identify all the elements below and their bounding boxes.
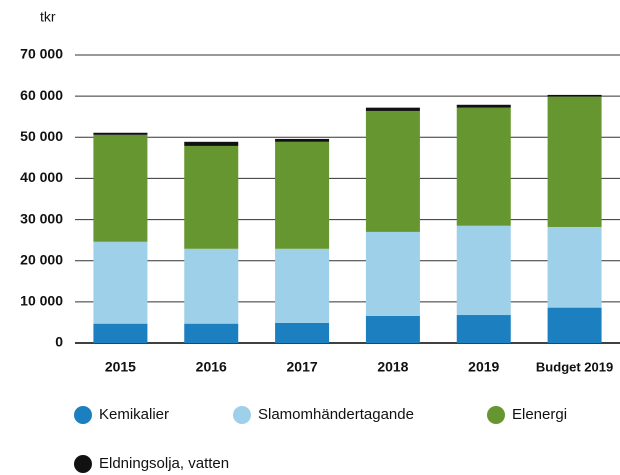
bar-segment	[365, 107, 420, 111]
bar-segment	[456, 315, 511, 343]
y-tick-label: 40 000	[20, 169, 63, 185]
bar-segment	[184, 323, 239, 343]
legend-label: Kemikalier	[99, 406, 169, 423]
bar-segment	[93, 132, 148, 135]
legend-label: Elenergi	[512, 406, 567, 423]
x-tick-label: 2015	[105, 359, 136, 375]
x-tick-label: 2017	[287, 359, 318, 375]
y-axis-label: tkr	[40, 9, 56, 25]
bar-segment	[456, 104, 511, 108]
x-tick-label: 2019	[468, 359, 499, 375]
bar-segment	[365, 315, 420, 343]
y-tick-label: 0	[55, 334, 63, 350]
y-tick-label: 10 000	[20, 293, 63, 309]
legend-swatch	[233, 406, 251, 424]
bar-segment	[93, 323, 148, 343]
bar-segment	[456, 225, 511, 316]
bar-segment	[547, 94, 602, 97]
bar-segment	[365, 231, 420, 316]
bar-segment	[184, 141, 239, 146]
bar-segment	[275, 138, 330, 142]
y-tick-label: 30 000	[20, 210, 63, 226]
bar-segment	[275, 141, 330, 249]
bar-segment	[93, 134, 148, 242]
bar-segment	[93, 241, 148, 324]
bar-segment	[456, 107, 511, 226]
bar-segment	[184, 145, 239, 249]
y-tick-label: 20 000	[20, 251, 63, 267]
x-tick-label: Budget 2019	[536, 359, 613, 374]
bar-segment	[365, 110, 420, 232]
bar-segment	[275, 322, 330, 343]
legend-swatch	[74, 455, 92, 473]
bar-segment	[547, 307, 602, 343]
legend-swatch	[487, 406, 505, 424]
x-tick-label: 2018	[377, 359, 408, 375]
x-tick-label: 2016	[196, 359, 227, 375]
legend-label: Eldningsolja, vatten	[99, 455, 229, 472]
bar-segment	[547, 226, 602, 308]
bar-segment	[547, 96, 602, 227]
bar-segment	[184, 248, 239, 324]
legend-label: Slamomhändertagande	[258, 406, 414, 423]
y-tick-label: 60 000	[20, 87, 63, 103]
y-tick-label: 70 000	[20, 46, 63, 62]
legend-swatch	[74, 406, 92, 424]
bar-segment	[275, 248, 330, 323]
y-tick-label: 50 000	[20, 128, 63, 144]
